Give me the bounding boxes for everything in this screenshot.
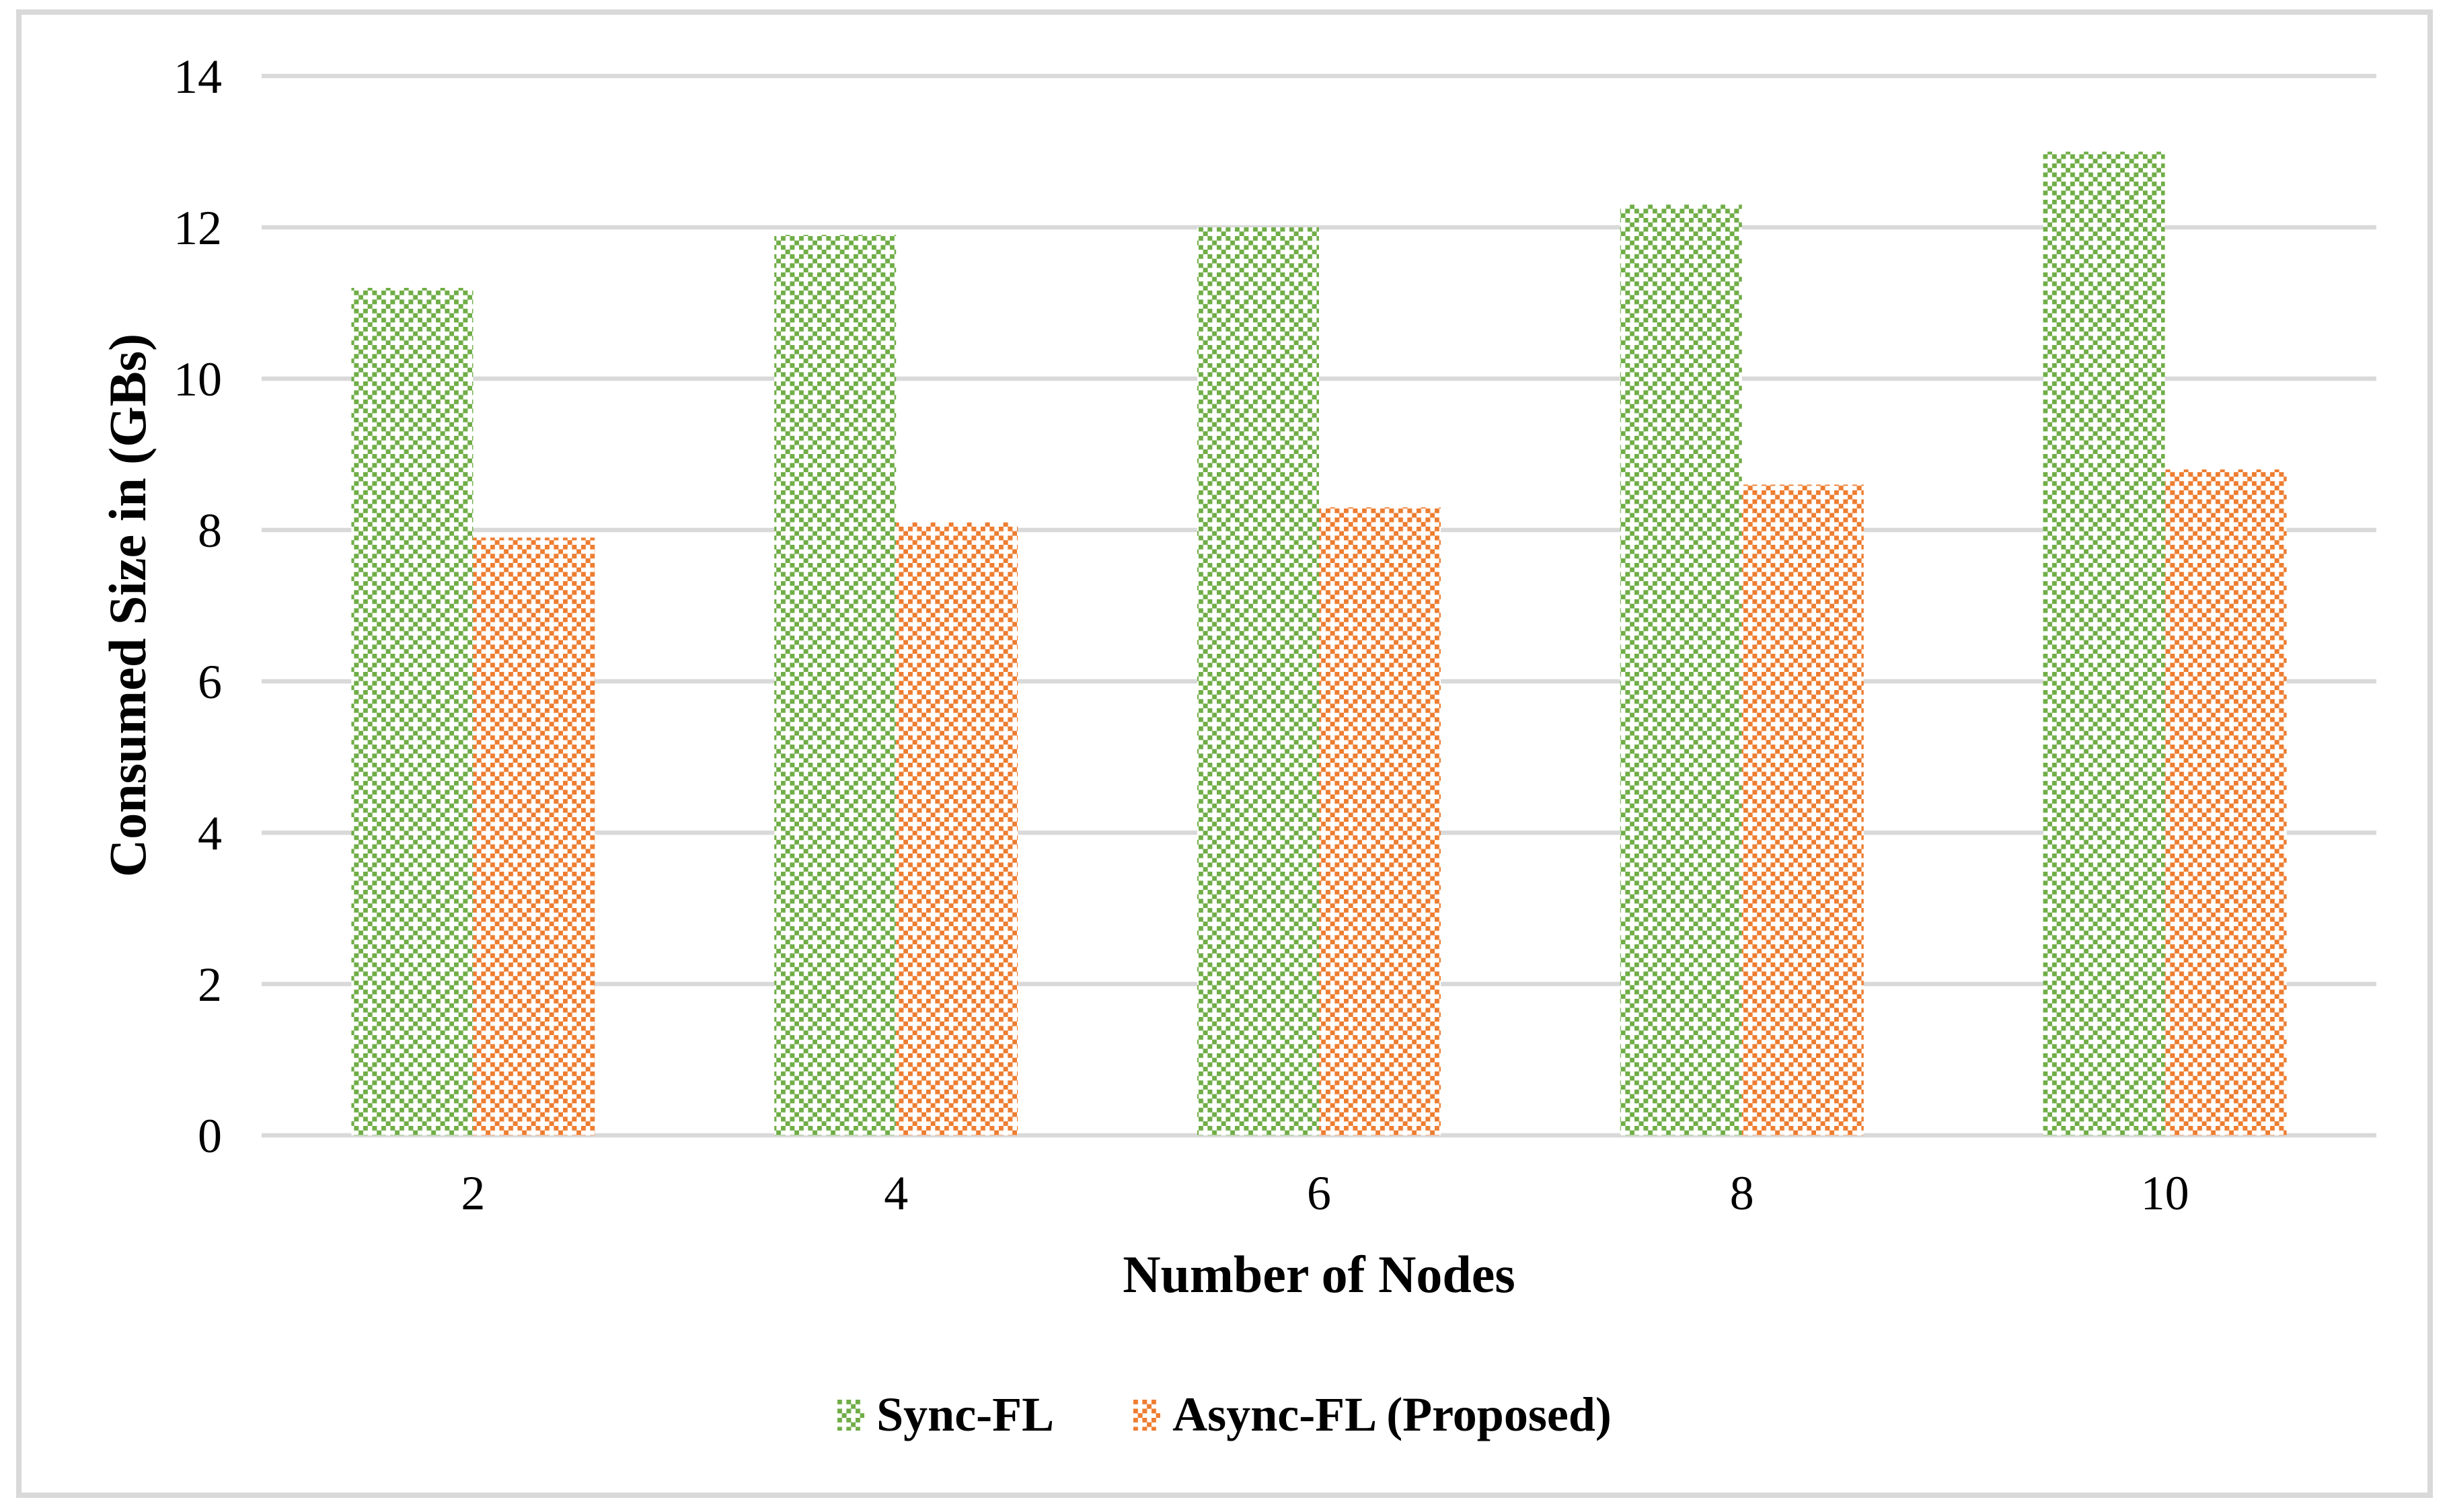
sync-fl-pattern-swatch-icon xyxy=(837,1399,865,1431)
legend-label-async-fl: Async-FL (Proposed) xyxy=(1172,1388,1612,1441)
x-tick-label-4: 4 xyxy=(884,1166,908,1220)
y-tick-label-6: 6 xyxy=(198,655,222,709)
y-axis-title: Consumed Size in (GBs) xyxy=(98,333,157,878)
bar-async-fl-proposed-4 xyxy=(896,522,1018,1135)
y-tick-label-10: 10 xyxy=(174,352,222,406)
x-tick-label-6: 6 xyxy=(1307,1166,1331,1220)
bar-async-fl-proposed-10 xyxy=(2164,469,2287,1135)
y-tick-label-4: 4 xyxy=(198,806,222,860)
x-tick-label-2: 2 xyxy=(461,1166,485,1220)
legend: Sync-FL Async-FL (Proposed) xyxy=(16,1387,2433,1443)
x-tick-label-8: 8 xyxy=(1730,1166,1754,1220)
x-axis-title: Number of Nodes xyxy=(1123,1245,1515,1303)
bar-sync-fl-8 xyxy=(1620,204,1742,1135)
y-tick-label-8: 8 xyxy=(198,504,222,558)
bar-async-fl-proposed-6 xyxy=(1319,507,1441,1135)
bar-sync-fl-2 xyxy=(351,288,474,1135)
y-tick-label-14: 14 xyxy=(174,50,222,104)
y-tick-label-2: 2 xyxy=(198,958,222,1012)
legend-item-async-fl: Async-FL (Proposed) xyxy=(1133,1387,1612,1443)
legend-item-sync-fl: Sync-FL xyxy=(837,1387,1054,1443)
x-tick-label-10: 10 xyxy=(2141,1166,2189,1220)
bar-async-fl-proposed-2 xyxy=(473,537,595,1135)
legend-label-sync-fl: Sync-FL xyxy=(876,1388,1055,1441)
y-tick-label-12: 12 xyxy=(174,201,222,255)
bar-sync-fl-10 xyxy=(2043,151,2165,1135)
bar-sync-fl-4 xyxy=(774,235,897,1135)
bar-sync-fl-6 xyxy=(1197,227,1319,1135)
async-fl-pattern-swatch-icon xyxy=(1133,1399,1161,1431)
y-tick-label-0: 0 xyxy=(198,1109,222,1163)
bar-async-fl-proposed-8 xyxy=(1741,484,1864,1135)
